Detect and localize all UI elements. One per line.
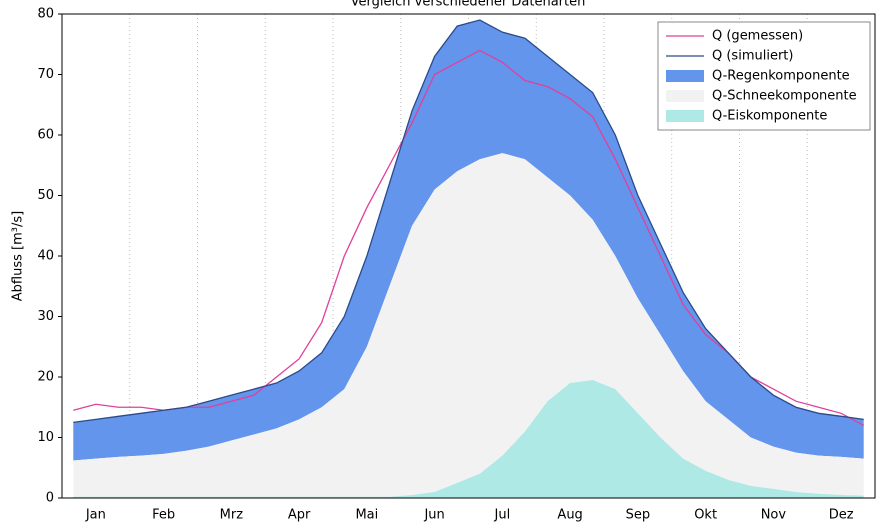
y-tick-label: 30 xyxy=(37,309,54,324)
y-tick-label: 10 xyxy=(37,430,54,445)
x-tick-label: Nov xyxy=(761,508,787,523)
legend-swatch xyxy=(666,110,704,122)
y-tick-label: 0 xyxy=(46,491,54,506)
x-tick-label: Dez xyxy=(829,508,854,523)
area xyxy=(73,20,864,461)
x-tick-label: Mrz xyxy=(220,508,244,523)
area xyxy=(73,153,864,497)
legend-label: Q-Regenkomponente xyxy=(712,69,850,84)
x-tick-label: Apr xyxy=(288,508,311,523)
area xyxy=(73,380,864,498)
legend-label: Q-Eiskomponente xyxy=(712,109,827,124)
x-tick-label: Mai xyxy=(355,508,378,523)
x-tick-label: Okt xyxy=(694,508,717,523)
legend-swatch xyxy=(666,90,704,102)
line xyxy=(73,19,864,424)
y-tick-label: 60 xyxy=(37,128,54,143)
legend-label: Q-Schneekomponente xyxy=(712,89,857,104)
chart-title: Vergleich verschiedener Datenarten xyxy=(351,0,586,10)
legend-label: Q (simuliert) xyxy=(712,49,793,64)
x-tick-label: Sep xyxy=(626,508,651,523)
x-tick-label: Feb xyxy=(152,508,175,523)
y-tick-label: 20 xyxy=(37,370,54,385)
x-tick-label: Jan xyxy=(85,508,106,523)
y-tick-label: 80 xyxy=(37,7,54,22)
legend-swatch xyxy=(666,70,704,82)
y-tick-label: 40 xyxy=(37,249,54,264)
x-tick-label: Jun xyxy=(423,508,444,523)
y-axis-label: Abfluss [m³/s] xyxy=(11,211,26,301)
x-tick-label: Aug xyxy=(557,508,582,523)
y-tick-label: 50 xyxy=(37,188,54,203)
legend-label: Q (gemessen) xyxy=(712,29,803,44)
x-tick-label: Jul xyxy=(494,508,511,523)
y-tick-label: 70 xyxy=(37,67,54,82)
